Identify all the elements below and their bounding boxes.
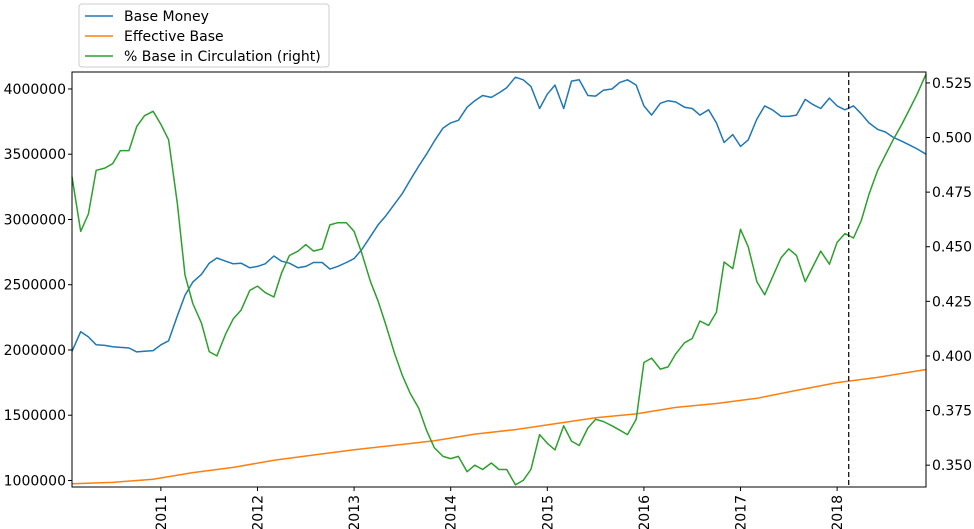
y-right-tick-label: 0.525 bbox=[932, 76, 972, 92]
y-right-tick-label: 0.500 bbox=[932, 131, 972, 147]
x-tick-label: 2016 bbox=[637, 495, 653, 529]
y-left-tick-label: 3000000 bbox=[4, 212, 66, 228]
y-left-tick-label: 2000000 bbox=[4, 343, 66, 359]
x-axis: 2011 2012 2013 2014 2015 2016 2017 2018 bbox=[154, 487, 846, 529]
y-right-tick-label: 0.475 bbox=[932, 185, 972, 201]
y-right-tick-label: 0.450 bbox=[932, 240, 972, 256]
y-right-tick-label: 0.400 bbox=[932, 349, 972, 365]
legend-label-0: Base Money bbox=[124, 9, 209, 25]
y-right-tick-label: 0.425 bbox=[932, 294, 972, 310]
y-right-tick-label: 0.350 bbox=[932, 458, 972, 474]
y-left-tick-label: 4000000 bbox=[4, 82, 66, 98]
legend: Base Money Effective Base % Base in Circul… bbox=[78, 3, 330, 68]
x-tick-label: 2011 bbox=[154, 495, 170, 529]
x-tick-label: 2018 bbox=[830, 495, 846, 529]
series-layer bbox=[71, 72, 927, 487]
series-line-2 bbox=[71, 73, 927, 486]
legend-label-1: Effective Base bbox=[124, 29, 224, 45]
y-left-tick-label: 2500000 bbox=[4, 278, 66, 294]
x-tick-label: 2017 bbox=[734, 495, 750, 529]
y-right-tick-label: 0.375 bbox=[932, 404, 972, 420]
x-tick-label: 2015 bbox=[540, 495, 556, 529]
x-tick-label: 2013 bbox=[347, 495, 363, 529]
y-left-tick-label: 1500000 bbox=[4, 408, 66, 424]
x-tick-label: 2014 bbox=[444, 495, 460, 529]
y-left-tick-label: 3500000 bbox=[4, 147, 66, 163]
x-tick-label: 2012 bbox=[250, 495, 266, 529]
legend-box bbox=[78, 3, 330, 68]
series-line-0 bbox=[71, 76, 927, 353]
plot-frame bbox=[71, 71, 927, 488]
series-line-1 bbox=[71, 368, 927, 485]
y-axis-right: 0.350 0.375 0.400 0.425 0.450 0.475 0.500 0.525 bbox=[926, 76, 972, 474]
legend-label-2: % Base in Circulation (right) bbox=[124, 49, 321, 65]
y-left-tick-label: 1000000 bbox=[4, 473, 66, 489]
axes: 2011 2012 2013 2014 2015 2016 2017 2018 1000000… bbox=[4, 71, 972, 529]
y-axis-left: 1000000 1500000 2000000 2500000 3000000 35000… bbox=[4, 82, 72, 489]
